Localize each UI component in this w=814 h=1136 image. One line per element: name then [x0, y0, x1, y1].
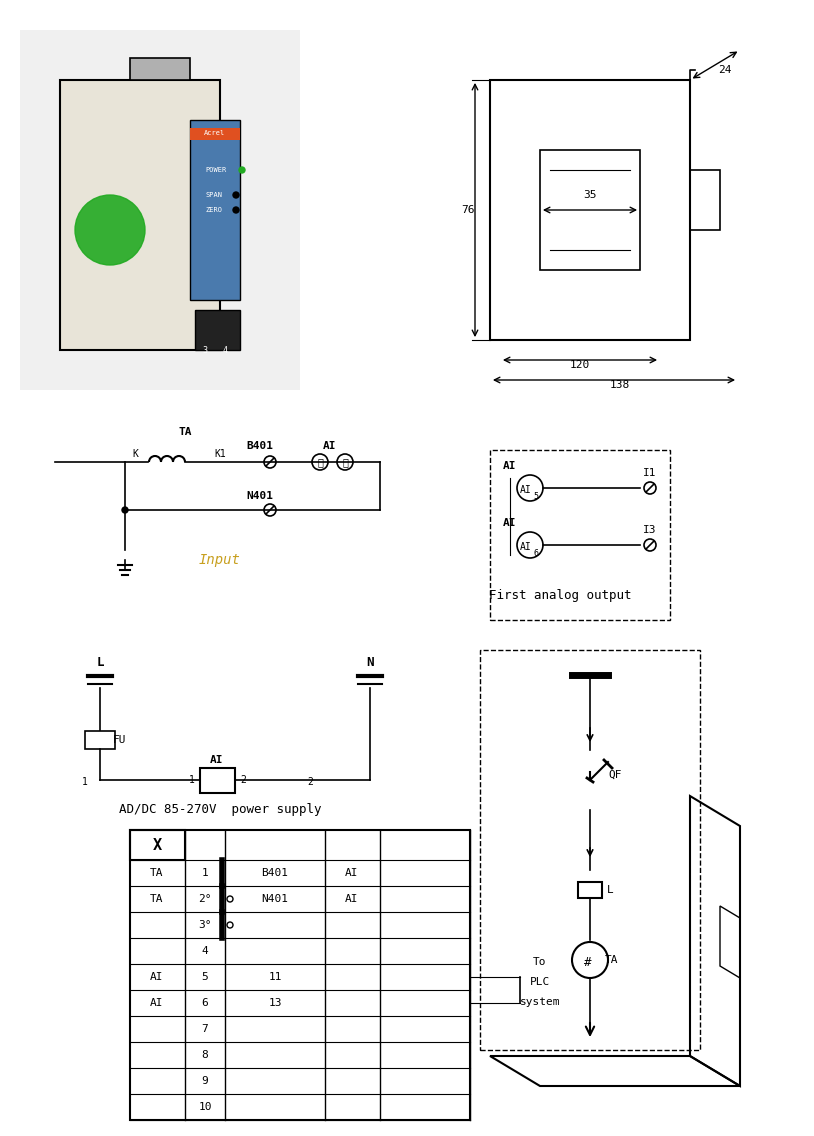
- Circle shape: [122, 507, 128, 513]
- Circle shape: [239, 167, 245, 173]
- Text: X: X: [152, 837, 161, 852]
- Bar: [190, 128, 240, 140]
- Bar: [130, 830, 470, 1120]
- Circle shape: [75, 195, 145, 265]
- Text: 1: 1: [189, 775, 195, 785]
- Text: TA: TA: [151, 868, 164, 878]
- Bar: [85, 730, 115, 749]
- Text: 76: 76: [462, 204, 475, 215]
- Text: AI: AI: [345, 868, 359, 878]
- Text: 8: 8: [202, 1050, 208, 1060]
- Text: 3: 3: [203, 345, 208, 354]
- Text: 138: 138: [610, 381, 630, 390]
- Text: 5: 5: [533, 492, 539, 501]
- Text: 1: 1: [202, 868, 208, 878]
- Text: ③: ③: [317, 457, 323, 467]
- Text: B401: B401: [261, 868, 288, 878]
- Text: 120: 120: [570, 360, 590, 370]
- Text: 35: 35: [584, 190, 597, 200]
- Bar: [195, 310, 240, 350]
- Bar: [200, 768, 235, 793]
- Text: 11: 11: [269, 972, 282, 982]
- Text: 1: 1: [82, 777, 88, 787]
- Text: AI: AI: [345, 894, 359, 904]
- Text: 4: 4: [222, 345, 227, 354]
- Text: QF: QF: [608, 770, 622, 780]
- Text: 13: 13: [269, 999, 282, 1008]
- Text: PLC: PLC: [530, 977, 550, 987]
- Text: FU: FU: [113, 735, 127, 745]
- Text: AI: AI: [503, 518, 517, 528]
- Text: TA: TA: [606, 955, 619, 964]
- Text: TA: TA: [178, 427, 192, 437]
- Text: N: N: [366, 655, 374, 668]
- Text: 24: 24: [718, 65, 732, 75]
- Text: 2: 2: [240, 775, 246, 785]
- Text: system: system: [520, 997, 560, 1006]
- Text: 5: 5: [202, 972, 208, 982]
- Bar: [690, 170, 720, 229]
- Text: N401: N401: [261, 894, 288, 904]
- Text: 6: 6: [202, 999, 208, 1008]
- Text: K1: K1: [214, 449, 225, 459]
- Circle shape: [233, 207, 239, 214]
- Text: L: L: [96, 655, 103, 668]
- Text: 9: 9: [202, 1076, 208, 1086]
- Circle shape: [233, 192, 239, 198]
- Text: ④: ④: [342, 457, 348, 467]
- Text: #: #: [584, 955, 592, 969]
- Bar: [490, 450, 670, 620]
- Text: AI: AI: [210, 755, 224, 765]
- Bar: [578, 882, 602, 897]
- Text: Input: Input: [199, 553, 241, 567]
- Bar: [130, 58, 190, 80]
- Bar: [20, 30, 300, 390]
- Bar: [480, 650, 700, 1050]
- Text: 3°: 3°: [199, 920, 212, 930]
- Text: 6: 6: [533, 549, 539, 558]
- Text: AI: AI: [520, 542, 532, 552]
- Text: I3: I3: [643, 525, 657, 535]
- Text: 4: 4: [202, 946, 208, 957]
- Text: 2°: 2°: [199, 894, 212, 904]
- Bar: [130, 830, 185, 860]
- Text: SPAN: SPAN: [205, 192, 222, 198]
- Text: TA: TA: [151, 894, 164, 904]
- Bar: [190, 120, 240, 300]
- Text: AI: AI: [151, 972, 164, 982]
- Text: K: K: [132, 449, 138, 459]
- Text: 7: 7: [202, 1024, 208, 1034]
- Bar: [490, 80, 690, 340]
- Text: AI: AI: [520, 485, 532, 495]
- Text: AI: AI: [323, 441, 337, 451]
- Text: I1: I1: [643, 468, 657, 478]
- Text: ZERO: ZERO: [205, 207, 222, 214]
- Text: To: To: [533, 957, 547, 967]
- Text: AI: AI: [503, 461, 517, 471]
- Bar: [540, 150, 640, 270]
- Text: AI: AI: [151, 999, 164, 1008]
- Text: POWER: POWER: [205, 167, 226, 173]
- Text: N401: N401: [247, 491, 274, 501]
- Bar: [60, 80, 220, 350]
- Text: B401: B401: [247, 441, 274, 451]
- Text: 10: 10: [199, 1102, 212, 1112]
- Text: AD/DC 85-270V  power supply: AD/DC 85-270V power supply: [119, 803, 322, 817]
- Text: First analog output: First analog output: [488, 588, 631, 601]
- Text: L: L: [606, 885, 614, 895]
- Text: Acrel: Acrel: [204, 130, 225, 136]
- Text: 2: 2: [307, 777, 313, 787]
